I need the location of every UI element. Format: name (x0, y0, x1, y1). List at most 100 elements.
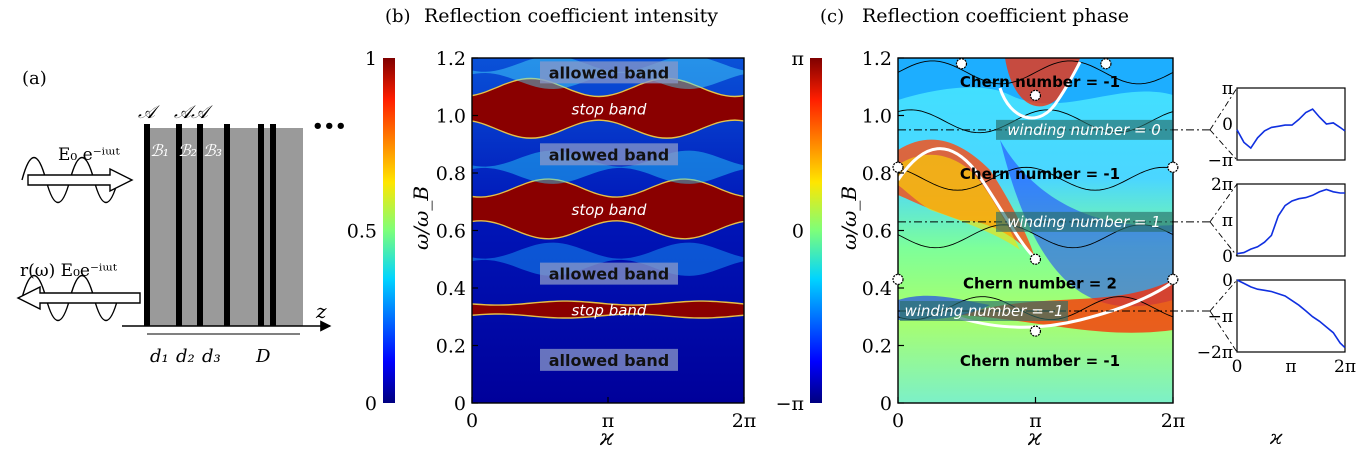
inset-phase-line (1236, 279, 1346, 349)
ytick-label-b: 1.0 (436, 106, 466, 128)
stop-band-label: stop band (572, 201, 647, 219)
contour-line (898, 60, 1173, 85)
xtick-label-c: 2π (1161, 410, 1186, 432)
stop-band (472, 179, 744, 239)
xtick-label-b: 2π (732, 410, 757, 432)
ytick-label-c: 1.2 (862, 48, 892, 70)
xlabel-inset: ϰ (1269, 425, 1283, 449)
singular-point (955, 58, 968, 70)
winding-label-bg (996, 119, 1172, 140)
singular-point (1029, 325, 1042, 337)
winding-label: winding number = 0 (1007, 121, 1161, 139)
dim-d2: d₂ (176, 346, 195, 367)
stop-band-label: stop band (572, 302, 647, 320)
ytick-label-c: 0.6 (862, 221, 892, 243)
inset-xtick-label: 2π (1334, 357, 1356, 377)
inset-ytick-label: 0 (1222, 271, 1233, 291)
winding-label: winding number = 1 (1007, 213, 1161, 231)
inset-2: 0−π−2π0 π 2π (1197, 271, 1356, 377)
inset-connector (1209, 87, 1238, 131)
inset-phase-line (1236, 188, 1345, 255)
dim-d3: d₃ (202, 346, 221, 367)
inset-connector (1209, 183, 1238, 223)
panel-b: (b) Reflection coefficient intensity 00.… (347, 5, 757, 451)
inset-xtick-label: π (1285, 357, 1296, 377)
xtick-label-c: 0 (892, 410, 904, 432)
colorbar-c (810, 58, 822, 403)
incident-label: E₀ e⁻ⁱᵚᵗ (58, 145, 121, 165)
allowed-band-label: allowed band (549, 63, 670, 82)
ytick-label-b: 0.6 (436, 221, 466, 243)
singular-point (892, 161, 904, 173)
singular-point (1100, 58, 1112, 70)
layer-A4 (224, 124, 230, 326)
winding-label: winding number = -1 (904, 302, 1063, 320)
ylabel-c: ω/ω_B (837, 186, 861, 250)
colorbar-tick-c: π (792, 48, 805, 70)
ytick-label-c: 0.2 (862, 336, 892, 358)
inset-0: π 0 −π (1208, 79, 1346, 171)
inset-frame (1236, 183, 1346, 257)
axes-b: 0 0.2 0.4 0.6 0.8 1.0 1.2 0 π 2π (436, 48, 757, 432)
colorbar-tick-c: 0 (792, 221, 804, 243)
xtick-label-b: π (602, 410, 615, 432)
ytick-label-c: 1.0 (862, 106, 892, 128)
allowed-band-label: allowed band (549, 351, 670, 370)
singular-point (1029, 89, 1042, 101)
layer-A1 (144, 124, 150, 326)
layer-b2-label: ℬ₂ (178, 141, 197, 160)
panel-a: (a) 𝒜 𝒜𝒜 ℬ₁ ℬ₂ ℬ₃ ••• E₀ e⁻ⁱᵚᵗ r(ω) E₀e⁻… (16, 68, 347, 367)
inset-ytick-label: 2π (1211, 175, 1233, 195)
stop-band (472, 79, 744, 138)
colorbar-tick-c: −π (776, 393, 804, 415)
layer-A2 (176, 124, 182, 326)
allowed-band-label: allowed band (549, 145, 670, 164)
layer-A3 (197, 124, 203, 326)
incident-arrow-icon (27, 167, 134, 193)
singular-point (1029, 253, 1042, 265)
layer-A6 (270, 124, 276, 326)
chern-label: Chern number = 2 (963, 274, 1117, 292)
layer-b3-label: ℬ₃ (203, 141, 222, 160)
panel-c: (c) Reflection coefficient phase −π0π 00… (776, 5, 1356, 451)
z-axis-label: z (315, 299, 327, 323)
reflected-label: r(ω) E₀e⁻ⁱᵚᵗ (20, 261, 118, 281)
ytick-label-c: 0.4 (862, 278, 892, 300)
ellipsis: ••• (312, 116, 347, 137)
ytick-label-b: 0.4 (436, 278, 466, 300)
winding-label-bg (996, 211, 1172, 232)
chern-label: Chern number = -1 (960, 352, 1120, 370)
xtick-label-b: 0 (466, 410, 478, 432)
band-label-bg (540, 143, 678, 166)
inset-ytick-label: 0 (1222, 115, 1233, 135)
layer-a-label-1: 𝒜 (138, 102, 160, 123)
xlabel-c: ϰ (1027, 426, 1042, 451)
inset-ytick-label: 0 (1222, 247, 1233, 267)
inset-ytick-label: π (1222, 211, 1233, 231)
band-label-bg (540, 262, 678, 285)
singular-point (1167, 273, 1179, 285)
xlabel-b: ϰ (599, 426, 614, 451)
chern-label: Chern number = -1 (960, 73, 1120, 91)
edge-state-curve (898, 147, 1037, 260)
inset-connector (1209, 310, 1238, 353)
winding-label-bg (900, 301, 1068, 321)
colorbar-b (383, 58, 395, 403)
layer-a-label-2: 𝒜𝒜 (174, 102, 213, 123)
colorbar-tick-b: 0 (365, 393, 377, 415)
singular-point (892, 273, 904, 285)
chern-labels-c: Chern number = -1 Chern number = -1 Chern … (960, 73, 1120, 370)
stop-band (472, 301, 744, 318)
ylabel-b: ω/ω_B (409, 186, 433, 250)
allowed-band-label: allowed band (549, 265, 670, 284)
panel-b-label: (b) (385, 6, 411, 27)
xtick-label-c: π (1029, 410, 1042, 432)
colorbar-b-ticks: 00.51 (347, 48, 377, 415)
inset-ytick-label: −π (1208, 151, 1233, 171)
inset-connector (1209, 129, 1238, 161)
axes-c: 0 0.2 0.4 0.6 0.8 1.0 1.2 0 π 2π (862, 48, 1186, 432)
inset-ytick-label: π (1222, 79, 1233, 99)
colorbar-tick-b: 1 (365, 48, 377, 70)
